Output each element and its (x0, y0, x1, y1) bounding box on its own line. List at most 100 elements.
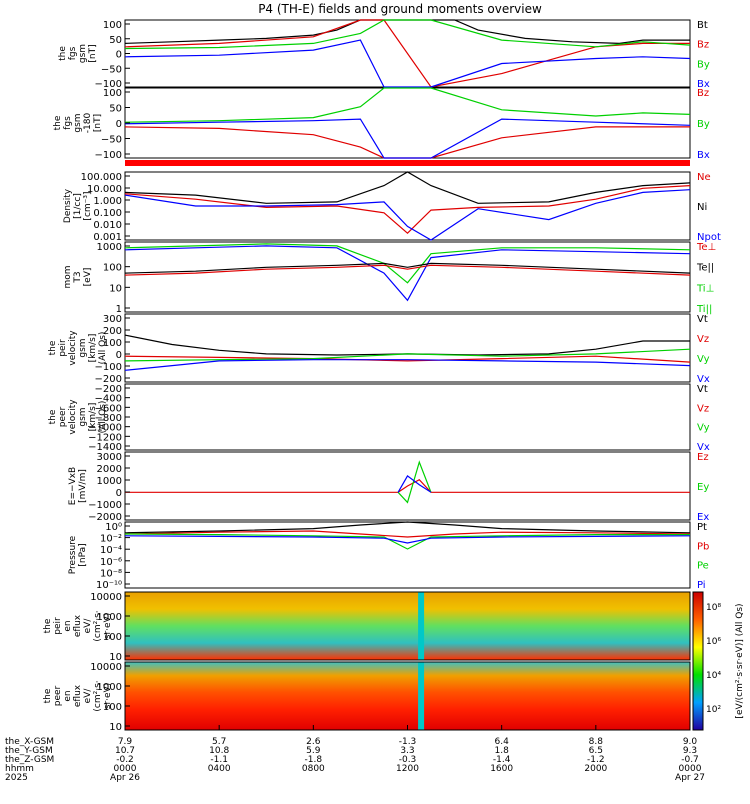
x-tick-label: 5.9 (306, 746, 321, 756)
series-Vt (124, 334, 690, 356)
y-tick-label: 100 (103, 702, 122, 713)
y-tick-label: 10⁻⁸ (100, 568, 122, 579)
y-axis-label: mom (63, 265, 73, 288)
x-tick-label: 5.7 (212, 737, 226, 747)
panel-fgs: 100 50 0 −50 −100 the fgs gsm [nT] Bt Bz By Bx (58, 19, 710, 90)
series-Te (124, 262, 691, 274)
panel-frame (124, 451, 691, 521)
x-tick-label: -1.3 (399, 737, 417, 747)
y-axis-label: eflux (73, 684, 83, 707)
panel-peir_eflux: 10000 1000 100 10 the peir en eflux eV/(cm²·s· sr… (43, 591, 691, 663)
x-tick-label: 6.4 (495, 737, 510, 747)
series-Ti (124, 243, 691, 284)
series-Npot (124, 189, 691, 241)
y-tick-label: 3000 (97, 452, 122, 463)
panel-peer_eflux: 10000 1000 100 10 the peer en eflux eV/(cm²·s· sr… (43, 661, 691, 733)
x-tick-label: -1.1 (210, 755, 228, 765)
y-tick-label: 1.000 (93, 196, 122, 207)
x-tick-label: Apr 26 (110, 773, 140, 783)
y-axis-label: peir (58, 339, 68, 357)
y-tick-label: −1000 (88, 423, 122, 434)
y-axis-label: [cm⁻³] (83, 191, 93, 220)
y-axis-label: [nT] (93, 114, 103, 132)
legend-Pe: Pe (697, 561, 709, 572)
x-tick-label: 0800 (302, 764, 325, 774)
legend-Ti⊥: Ti⊥ (696, 283, 714, 294)
y-tick-label: 1000 (97, 682, 122, 693)
y-tick-label: 100 (103, 263, 122, 274)
y-tick-label: 10 (109, 652, 122, 663)
y-axis-label: peer (53, 685, 63, 706)
y-tick-label: 0.100 (93, 208, 122, 219)
y-axis-label: T3 (73, 271, 83, 283)
x-tick-label: -1.8 (305, 755, 323, 765)
y-tick-label: 50 (109, 35, 122, 46)
x-tick-label: 9.0 (683, 737, 698, 747)
x-tick-label: 2.6 (306, 737, 321, 747)
y-axis-label: [mV/m] (78, 469, 88, 503)
separator-bar (125, 160, 690, 166)
y-axis-label: the (43, 688, 53, 703)
y-tick-label: −2000 (88, 512, 122, 523)
y-tick-label: −1400 (88, 442, 122, 453)
y-axis-label: the (53, 115, 63, 130)
x-tick-label: 6.5 (589, 746, 603, 756)
y-tick-label: 0 (116, 350, 122, 361)
legend-Pb: Pb (697, 541, 709, 552)
series-Vx (124, 359, 691, 371)
y-axis-label: E=−VxB (68, 467, 78, 505)
y-tick-label: 10⁰ (105, 522, 122, 533)
y-tick-label: −1200 (88, 432, 122, 443)
legend-Vy: Vy (697, 423, 710, 434)
y-axis-label: [nT] (88, 44, 98, 62)
y-tick-label: 10⁻⁶ (100, 557, 122, 568)
y-axis-label: the (48, 340, 58, 355)
y-axis-label: [km/s] (88, 403, 98, 432)
y-axis-label: Pressure (68, 535, 78, 574)
y-axis-label: (cm²·s· (93, 610, 103, 641)
x-tick-label: 2000 (584, 764, 607, 774)
y-axis-label: -180 (83, 113, 93, 134)
y-tick-label: 0 (116, 50, 122, 61)
y-tick-label: −600 (95, 403, 122, 414)
series-Bt (124, 19, 690, 45)
y-tick-label: 0 (116, 488, 122, 499)
y-axis-label: (cm²·s· (93, 680, 103, 711)
y-axis-label: eflux (73, 614, 83, 637)
series-Bx (124, 39, 691, 88)
legend-Bx: Bx (697, 79, 710, 90)
y-tick-label: −50 (101, 64, 122, 75)
panel-frame (124, 241, 691, 313)
x-tick-label: 1.8 (495, 746, 510, 756)
y-axis-label: en (63, 690, 73, 701)
spectrogram-peer_eflux (125, 662, 690, 730)
y-tick-label: −50 (101, 135, 122, 146)
x-tick-label: 7.9 (118, 737, 133, 747)
y-tick-label: −100 (95, 150, 122, 161)
legend-Te⊥: Te⊥ (696, 242, 716, 253)
panel-frame (124, 313, 691, 383)
y-tick-label: 1000 (97, 242, 122, 253)
legend-Vx: Vx (697, 442, 710, 453)
x-row-label: the_X-GSM (5, 737, 54, 747)
series-Pb (124, 530, 691, 538)
panel-peer_vel: −200−400−600−800−1000−1200−1400 the peer ve… (48, 383, 710, 453)
legend-Ez: Ez (697, 452, 709, 463)
series-By (124, 19, 691, 50)
x-row-label: the_Y-GSM (5, 746, 53, 756)
colorbar-label: [eV/(cm²·s·sr·eV)] (All Qs) (735, 603, 745, 718)
y-axis-label: the (58, 46, 68, 61)
y-axis-label: peer (58, 406, 68, 427)
y-tick-label: 100 (103, 20, 122, 31)
x-tick-label: 10.8 (209, 746, 229, 756)
legend-Pi: Pi (697, 580, 706, 591)
y-axis-label: fgs (63, 116, 73, 130)
y-tick-label: 10000 (90, 662, 122, 673)
y-axis-label: (All Qs) (98, 401, 108, 434)
colorbar-tick: 10⁸ (706, 603, 721, 613)
series-Vy (124, 348, 691, 362)
panel-temp: 1000 100 10 1 mom T3 [eV] Te⊥ Te|| Ti⊥ Ti|| (63, 241, 716, 315)
